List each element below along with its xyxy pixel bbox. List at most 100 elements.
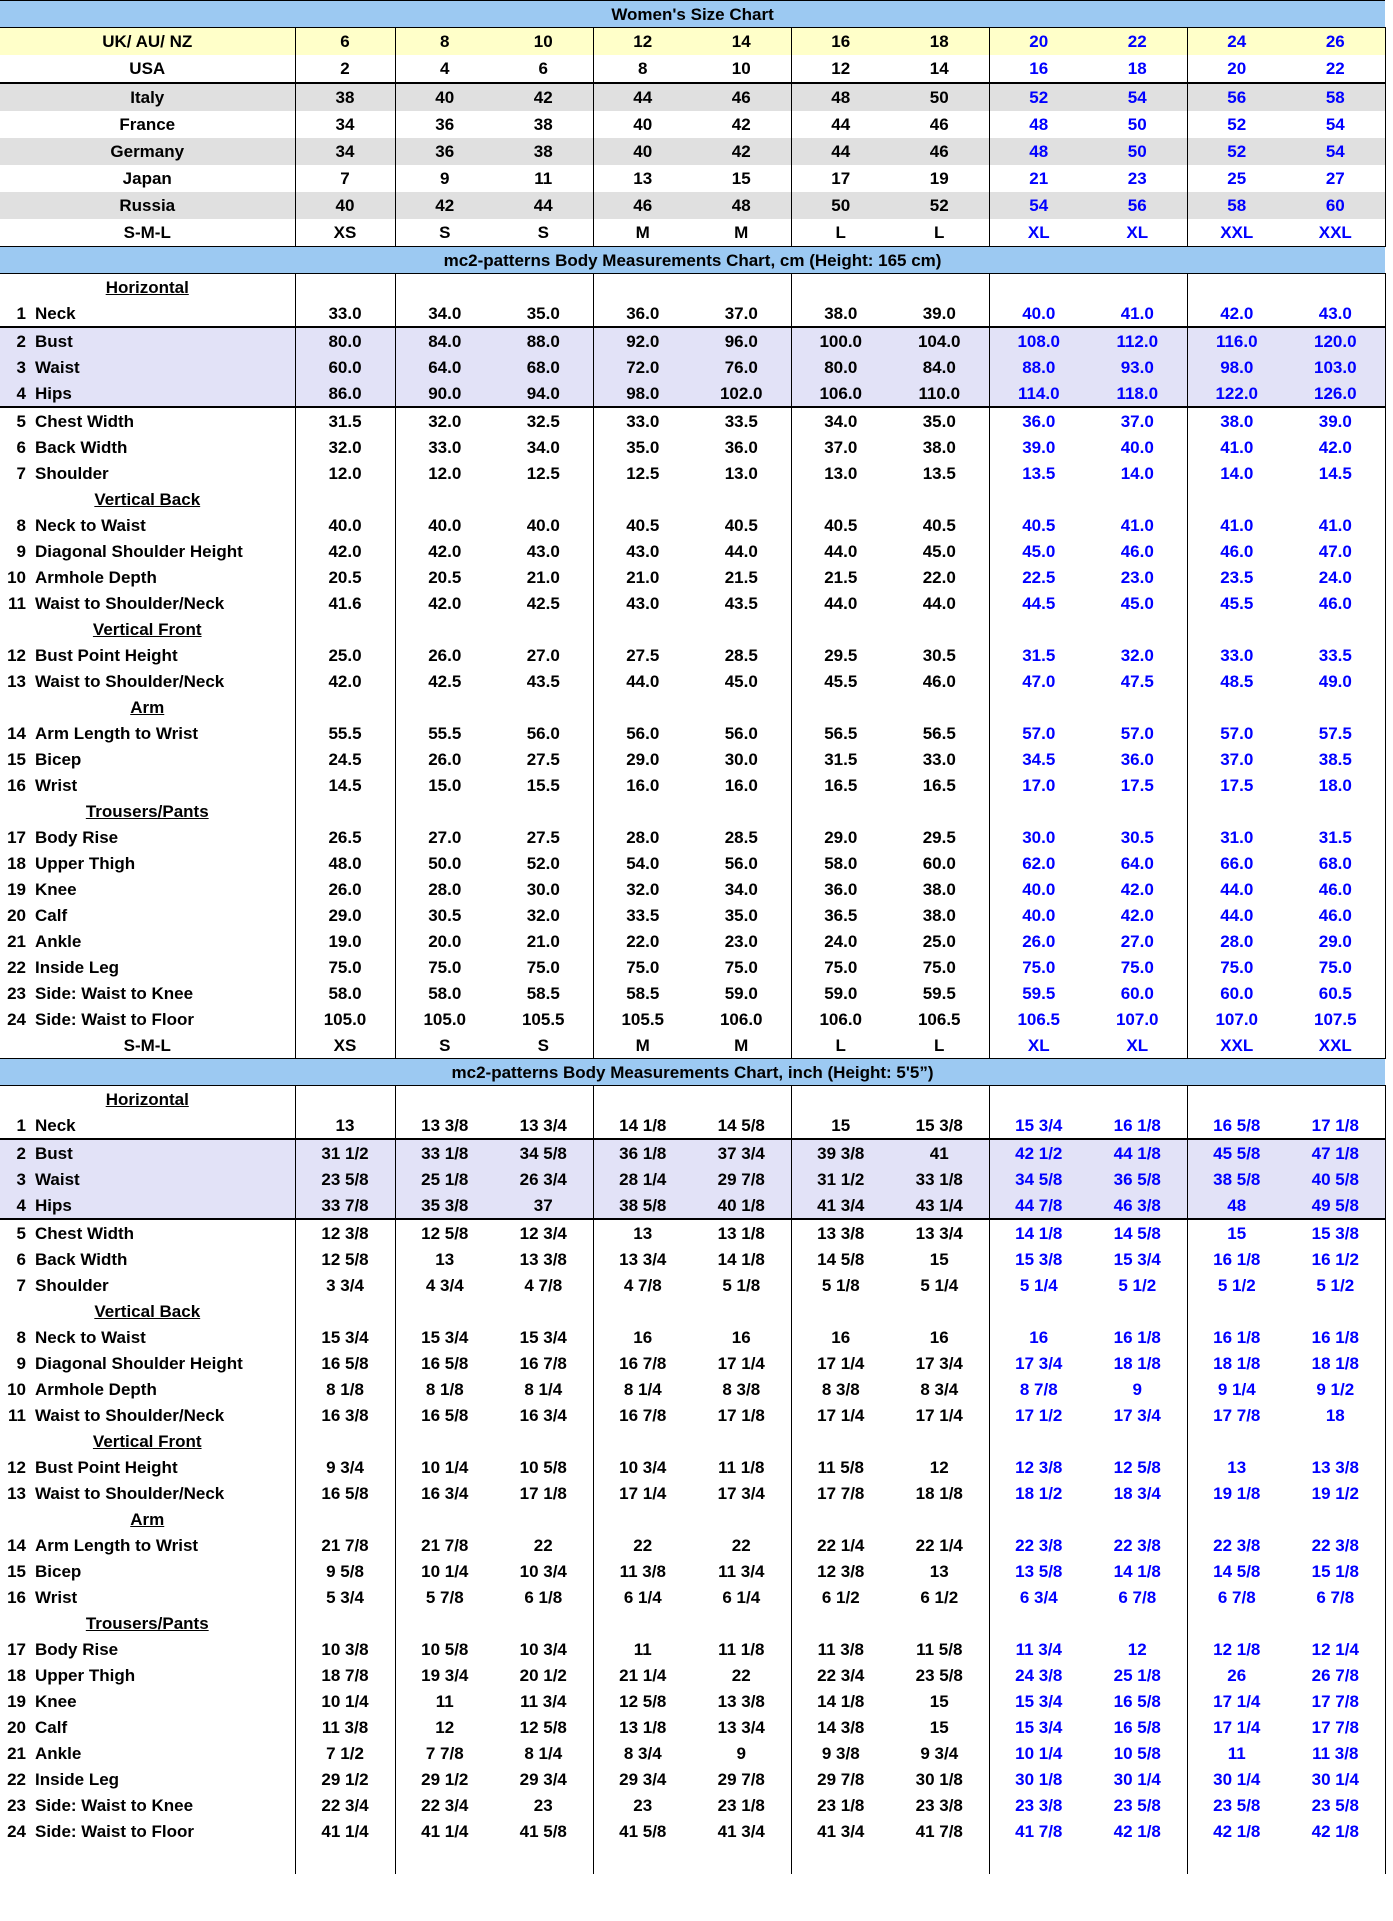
measurement-name: Shoulder bbox=[35, 463, 109, 483]
cell-value: 5 1/4 bbox=[1019, 1275, 1058, 1295]
cell-value: 23 5/8 bbox=[295, 1166, 396, 1192]
cell-value bbox=[593, 798, 692, 824]
measurement-name: Wrist bbox=[35, 1587, 78, 1607]
cell-value: 56.0 bbox=[692, 850, 792, 876]
cell-value: L bbox=[835, 223, 846, 242]
cell-value: 22 bbox=[1286, 55, 1386, 84]
row-label: 12 Bust Point Height bbox=[0, 642, 296, 668]
cell-value: 31 1/2 bbox=[791, 1166, 890, 1192]
cell-value: 9 bbox=[440, 169, 450, 188]
cell-value: M bbox=[692, 1032, 792, 1059]
row-label: S-M-L bbox=[0, 219, 296, 247]
cell-value: 31.5 bbox=[824, 749, 858, 769]
measurement-name: Arm Length to Wrist bbox=[35, 1535, 199, 1555]
cell-value: 13 5/8 bbox=[1015, 1561, 1063, 1581]
cell-value bbox=[989, 1086, 1088, 1113]
cell-value: 7 1/2 bbox=[295, 1740, 396, 1766]
cell-value: 42.0 bbox=[295, 538, 396, 564]
cell-value: 48 bbox=[989, 138, 1088, 165]
measurement-name: Neck to Waist bbox=[35, 515, 146, 535]
cell-value: 16.5 bbox=[824, 775, 858, 795]
cell-value: 21 7/8 bbox=[421, 1535, 469, 1555]
cell-value: 17 1/4 bbox=[619, 1483, 667, 1503]
cell-value: 17.0 bbox=[1022, 775, 1056, 795]
row-label: 19 Knee bbox=[0, 876, 296, 902]
cell-value bbox=[890, 486, 990, 512]
measurement-name: Side: Waist to Knee bbox=[35, 983, 194, 1003]
measurement-name: Bicep bbox=[35, 1561, 82, 1581]
table-row: 7 Shoulder 12.0 12.0 12.5 12.5 13.0 13.0 13.5 13.… bbox=[0, 460, 1386, 486]
cell-value: 21 7/8 bbox=[295, 1532, 396, 1558]
cell-value: 41.6 bbox=[295, 590, 396, 616]
cell-value: 34.0 bbox=[824, 411, 858, 431]
row-number: 3 bbox=[16, 357, 26, 377]
cell-value bbox=[494, 1506, 594, 1532]
cell-value: 15 bbox=[1227, 1223, 1247, 1243]
row-label: 7 Shoulder bbox=[0, 460, 296, 486]
table-row: Germany 34 36 38 40 42 44 46 48 50 52 54 bbox=[0, 138, 1386, 165]
cell-value: 36.0 bbox=[626, 303, 660, 323]
cell-value: 21.5 bbox=[692, 564, 792, 590]
cell-value: 75.0 bbox=[824, 957, 858, 977]
cell-value bbox=[989, 1298, 1088, 1324]
cell-value: 15 1/8 bbox=[1286, 1558, 1386, 1584]
cell-value bbox=[295, 486, 396, 512]
cell-value: XXL bbox=[1286, 219, 1386, 247]
cell-value: 14 1/8 bbox=[619, 1115, 667, 1135]
cell-value: 56.0 bbox=[692, 720, 792, 746]
cell-value: 37.0 bbox=[824, 437, 858, 457]
cell-value bbox=[494, 486, 594, 512]
cell-value: 58 bbox=[1187, 192, 1286, 219]
cell-value: 33 7/8 bbox=[295, 1192, 396, 1220]
cell-value: 45.0 bbox=[1022, 541, 1056, 561]
cell-value: 16 5/8 bbox=[421, 1353, 469, 1373]
cell-value: 45.5 bbox=[824, 671, 858, 691]
measurement-name: Armhole Depth bbox=[35, 1379, 157, 1399]
cell-value: 60 bbox=[1286, 192, 1386, 219]
cell-value: 40.5 bbox=[1022, 515, 1056, 535]
cell-value: XXL bbox=[1286, 1032, 1386, 1059]
cell-value: 23 bbox=[633, 1795, 653, 1815]
row-number: 4 bbox=[16, 383, 26, 403]
cell-value: 21 1/4 bbox=[619, 1665, 667, 1685]
cell-value: 42.0 bbox=[1088, 902, 1188, 928]
cell-value: 47.5 bbox=[1088, 668, 1188, 694]
row-label: Germany bbox=[0, 138, 296, 165]
section-header-row: Arm bbox=[0, 694, 1386, 720]
row-number: 15 bbox=[7, 749, 26, 769]
cell-value: 29.5 bbox=[890, 824, 990, 850]
cell-value: 41 3/4 bbox=[817, 1821, 865, 1841]
cell-value: 107.5 bbox=[1286, 1006, 1386, 1032]
cell-value: 59.0 bbox=[824, 983, 858, 1003]
table-row: Japan 7 9 11 13 15 17 19 21 23 25 27 bbox=[0, 165, 1386, 192]
cell-value: 38 bbox=[295, 83, 396, 111]
row-label: 18 Upper Thigh bbox=[0, 1662, 296, 1688]
cell-value: 58 bbox=[1286, 83, 1386, 111]
cell-value: 29 7/8 bbox=[692, 1766, 792, 1792]
cell-value: 27.5 bbox=[494, 824, 594, 850]
table-row: 12 Bust Point Height 25.0 26.0 27.0 27.5 28.5 2… bbox=[0, 642, 1386, 668]
cell-value: 16 5/8 bbox=[421, 1405, 469, 1425]
cell-value: 11 bbox=[633, 1639, 652, 1659]
cell-value bbox=[1088, 616, 1188, 642]
cell-value: 39.0 bbox=[1286, 407, 1386, 434]
cell-value: 92.0 bbox=[593, 326, 692, 354]
cell-value: 30 1/4 bbox=[1088, 1766, 1188, 1792]
cell-value: 14 5/8 bbox=[1213, 1561, 1261, 1581]
row-number: 22 bbox=[7, 957, 26, 977]
cell-value: 23 3/8 bbox=[1015, 1795, 1063, 1815]
table-row: 11 Waist to Shoulder/Neck 16 3/8 16 5/8 16 3… bbox=[0, 1402, 1386, 1428]
cell-value: 103.0 bbox=[1286, 354, 1386, 380]
cell-value: 15 3/4 bbox=[1088, 1246, 1188, 1272]
cell-value: 107.0 bbox=[1215, 1009, 1259, 1029]
cell-value: 12 bbox=[435, 1717, 455, 1737]
cell-value: 12 bbox=[1088, 1636, 1188, 1662]
section-header-row: Vertical Back bbox=[0, 1298, 1386, 1324]
cell-value: 40 bbox=[395, 83, 494, 111]
cell-value: 40.0 bbox=[428, 515, 462, 535]
cell-value: 23 5/8 bbox=[1286, 1792, 1386, 1818]
cell-value: 75.0 bbox=[295, 954, 396, 980]
row-label: 10 Armhole Depth bbox=[0, 564, 296, 590]
cell-value: 40 1/8 bbox=[692, 1192, 792, 1220]
cell-value: 9 bbox=[1088, 1376, 1188, 1402]
